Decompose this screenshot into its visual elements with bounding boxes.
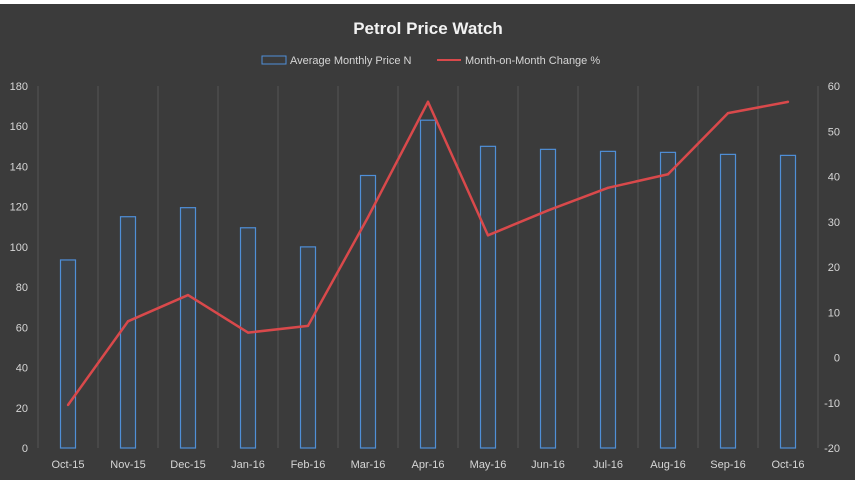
change-point [426, 100, 430, 104]
left-tick-label: 160 [10, 121, 28, 133]
legend-bar-label: Average Monthly Price N [290, 55, 412, 67]
change-point [126, 320, 130, 323]
left-tick-label: 180 [10, 81, 28, 93]
right-tick-label: -10 [824, 398, 840, 410]
price-bar [299, 246, 317, 449]
right-tick-label: 20 [828, 262, 840, 274]
x-tick-label: Mar-16 [351, 459, 386, 471]
change-point [366, 216, 370, 219]
price-bar [719, 153, 737, 449]
left-tick-label: 120 [10, 202, 28, 214]
price-bar [779, 154, 797, 449]
x-tick-label: Nov-15 [110, 459, 145, 471]
right-tick-label: 0 [834, 353, 840, 365]
chart-frame: Petrol Price Watch Average Monthly Price… [0, 4, 855, 480]
x-tick-label: Sep-16 [710, 459, 745, 471]
price-bar [239, 227, 257, 449]
left-tick-label: 140 [10, 161, 28, 173]
change-point [726, 111, 730, 115]
left-tick-label: 100 [10, 242, 28, 254]
price-bar [659, 151, 677, 449]
right-tick-label: 60 [828, 81, 840, 93]
legend: Average Monthly Price N Month-on-Month C… [261, 55, 600, 67]
change-point [606, 186, 610, 190]
gridlines [37, 86, 819, 448]
x-tick-label: Oct-16 [771, 459, 804, 471]
price-bar [119, 216, 137, 449]
right-tick-label: 10 [828, 307, 840, 319]
price-bar [179, 207, 197, 449]
price-bar [539, 148, 557, 449]
price-bar [59, 259, 77, 449]
price-bar [419, 119, 437, 449]
x-tick-label: Jan-16 [231, 459, 265, 471]
left-tick-label: 60 [16, 322, 28, 334]
x-axis: Oct-15 Nov-15 Dec-15 Jan-16 Feb-16 Mar-16 Apr-… [51, 459, 804, 471]
x-tick-label: Jun-16 [531, 459, 565, 471]
change-point [486, 234, 490, 237]
line-series [66, 100, 790, 407]
legend-bar-swatch [261, 55, 287, 65]
change-point [306, 324, 310, 328]
change-point [666, 173, 670, 176]
bar-series [59, 119, 797, 449]
change-point [186, 293, 190, 297]
legend-line-label: Month-on-Month Change % [465, 55, 600, 67]
right-tick-label: 30 [828, 217, 840, 229]
left-tick-label: 20 [16, 403, 28, 415]
right-tick-label: 40 [828, 172, 840, 184]
x-tick-label: Apr-16 [411, 459, 444, 471]
x-tick-label: Oct-15 [51, 459, 84, 471]
x-tick-label: Jul-16 [593, 459, 623, 471]
right-tick-label: 50 [828, 126, 840, 138]
left-axis: 0 20 40 60 80 100 120 140 160 180 [10, 81, 28, 455]
left-tick-label: 0 [22, 443, 28, 455]
x-tick-label: Dec-15 [170, 459, 205, 471]
x-tick-label: May-16 [470, 459, 507, 471]
price-bar [359, 174, 377, 449]
left-tick-label: 80 [16, 282, 28, 294]
chart: Petrol Price Watch Average Monthly Price… [10, 19, 840, 471]
left-tick-label: 40 [16, 363, 28, 375]
change-point [786, 100, 790, 104]
x-tick-label: Feb-16 [291, 459, 326, 471]
right-tick-label: -20 [824, 443, 840, 455]
right-axis: -20 -10 0 10 20 30 40 50 60 [824, 81, 840, 455]
change-point [66, 403, 70, 407]
change-point [546, 209, 550, 212]
chart-title: Petrol Price Watch [353, 19, 503, 38]
x-tick-label: Aug-16 [650, 459, 685, 471]
price-bar [599, 150, 617, 449]
change-point [246, 331, 250, 334]
price-bar [479, 145, 497, 449]
